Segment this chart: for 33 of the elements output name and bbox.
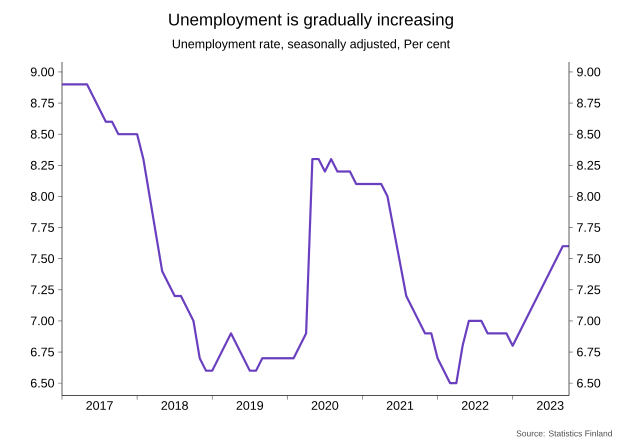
x-tick-label: 2021 — [386, 401, 414, 410]
x-tick-label: 2019 — [236, 401, 264, 410]
y2-tick-label: 8.25 — [30, 160, 54, 170]
y2-tick-label: 8.75 — [30, 98, 54, 108]
y-tick-label: 7.25 — [577, 285, 600, 294]
x-tick-label: 2020 — [312, 401, 338, 410]
chart-title: Unemployment is gradually increasing — [169, 13, 453, 29]
x-tick-label: 2023 — [537, 401, 564, 410]
y-tick-label: 6.75 — [577, 348, 600, 356]
y2-tick-label: 7.25 — [30, 285, 54, 294]
y2-tick-label: 6.50 — [30, 378, 54, 388]
y-tick-label: 7.00 — [577, 316, 600, 326]
y-tick-label: 8.00 — [577, 192, 600, 201]
y-tick-label: 8.75 — [577, 98, 600, 108]
line-series — [62, 83, 569, 384]
source-note: Source: Statistics Finland — [516, 430, 612, 436]
x-tick-label: 2022 — [462, 401, 488, 410]
y2-tick-label: 7.50 — [30, 254, 54, 264]
chart-subtitle: Unemployment rate, seasonally adjusted, Per cent — [172, 39, 450, 51]
y2-tick-label: 7.75 — [30, 223, 54, 232]
y2-tick-label: 8.50 — [30, 130, 54, 139]
y-tick-label: 8.50 — [577, 130, 600, 139]
y2-tick-label: 6.75 — [30, 348, 54, 356]
y2-tick-label: 8.00 — [30, 192, 54, 201]
y-tick-label: 7.50 — [577, 254, 600, 264]
x-tick-label: 2018 — [161, 401, 188, 410]
y-tick-label: 7.75 — [577, 223, 600, 232]
y-tick-label: 6.50 — [577, 378, 600, 388]
y2-tick-label: 7.00 — [30, 316, 54, 326]
y2-tick-label: 9.00 — [30, 68, 54, 76]
x-tick-label: 2017 — [86, 401, 113, 410]
y-tick-label: 8.25 — [577, 160, 600, 170]
y-tick-label: 9.00 — [577, 68, 600, 76]
